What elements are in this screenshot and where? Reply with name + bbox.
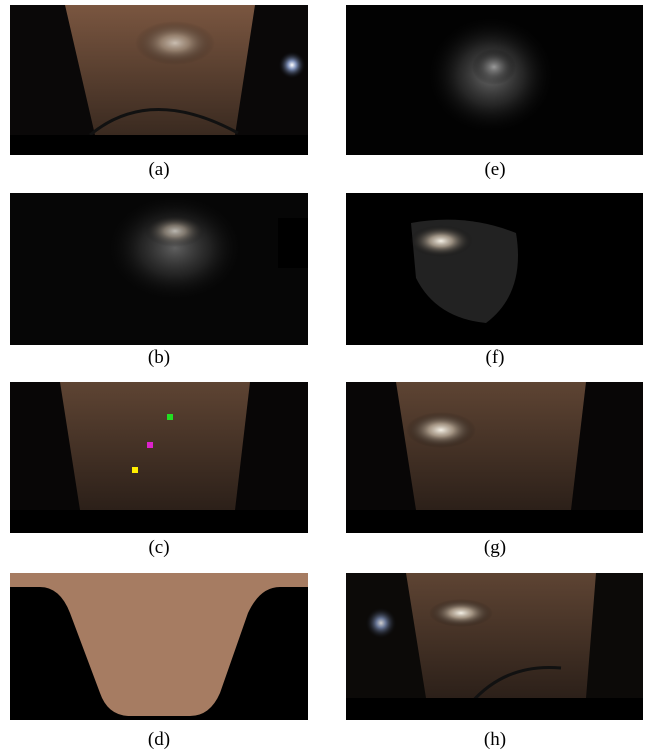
caption: (c) — [148, 537, 170, 558]
caption: (a) — [148, 159, 170, 180]
caption: (d) — [147, 729, 171, 750]
caption: (b) — [147, 347, 171, 368]
panel-image — [10, 573, 308, 720]
panel-image — [10, 382, 308, 533]
panel-image — [346, 193, 643, 345]
panel-image — [346, 5, 643, 155]
caption: (e) — [484, 159, 506, 180]
caption: (g) — [483, 537, 507, 558]
panel-image — [10, 5, 308, 155]
caption: (h) — [483, 729, 507, 750]
panel-image — [346, 382, 643, 533]
panel-image — [10, 193, 308, 345]
panel-image — [346, 573, 643, 720]
caption: (f) — [485, 347, 505, 368]
